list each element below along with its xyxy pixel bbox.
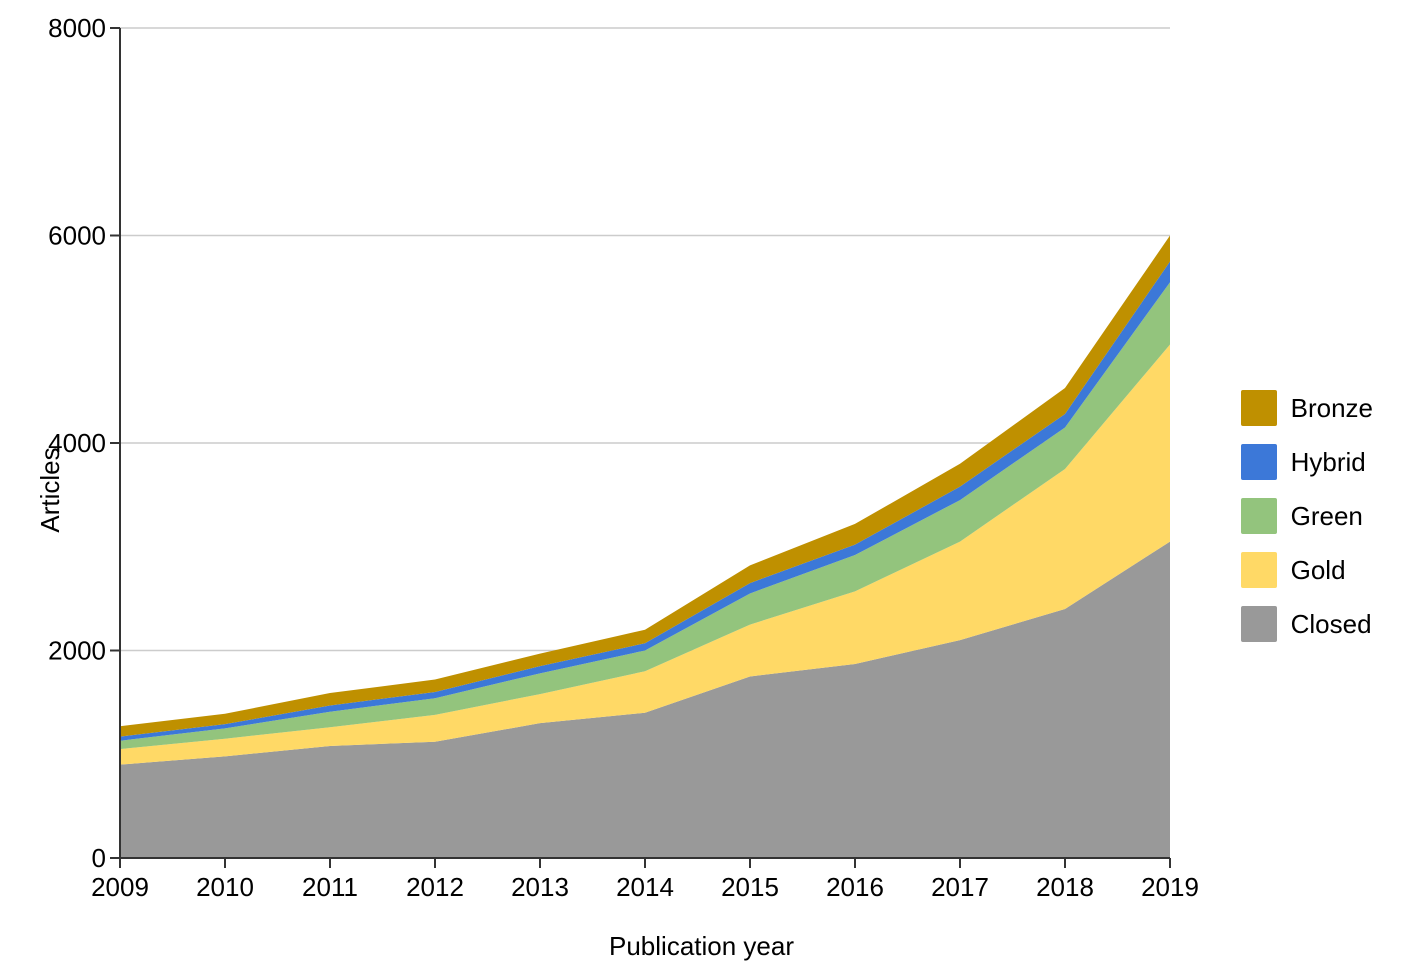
legend-item-green: Green: [1241, 498, 1373, 534]
legend-item-bronze: Bronze: [1241, 390, 1373, 426]
svg-text:2000: 2000: [48, 636, 106, 666]
legend-swatch-bronze: [1241, 390, 1277, 426]
svg-text:2013: 2013: [511, 872, 569, 902]
svg-text:2014: 2014: [616, 872, 674, 902]
svg-text:2009: 2009: [91, 872, 149, 902]
legend-label-green: Green: [1291, 501, 1363, 532]
legend-label-closed: Closed: [1291, 609, 1372, 640]
svg-text:2012: 2012: [406, 872, 464, 902]
legend-label-hybrid: Hybrid: [1291, 447, 1366, 478]
svg-text:2017: 2017: [931, 872, 989, 902]
legend-swatch-hybrid: [1241, 444, 1277, 480]
chart-svg: 0200040006000800020092010201120122013201…: [0, 0, 1403, 980]
svg-text:2016: 2016: [826, 872, 884, 902]
svg-text:8000: 8000: [48, 13, 106, 43]
legend-swatch-gold: [1241, 552, 1277, 588]
legend-item-closed: Closed: [1241, 606, 1373, 642]
svg-text:2018: 2018: [1036, 872, 1094, 902]
legend-swatch-closed: [1241, 606, 1277, 642]
svg-text:2015: 2015: [721, 872, 779, 902]
legend-label-gold: Gold: [1291, 555, 1346, 586]
svg-text:0: 0: [92, 843, 106, 873]
legend-label-bronze: Bronze: [1291, 393, 1373, 424]
legend-item-gold: Gold: [1241, 552, 1373, 588]
y-axis-title: Articles: [35, 447, 66, 532]
svg-text:6000: 6000: [48, 221, 106, 251]
svg-text:2010: 2010: [196, 872, 254, 902]
legend-swatch-green: [1241, 498, 1277, 534]
svg-text:2011: 2011: [302, 872, 358, 902]
x-axis-title: Publication year: [0, 931, 1403, 962]
svg-text:2019: 2019: [1141, 872, 1199, 902]
stacked-area-chart: 0200040006000800020092010201120122013201…: [0, 0, 1403, 980]
legend-item-hybrid: Hybrid: [1241, 444, 1373, 480]
legend: Bronze Hybrid Green Gold Closed: [1241, 390, 1373, 660]
